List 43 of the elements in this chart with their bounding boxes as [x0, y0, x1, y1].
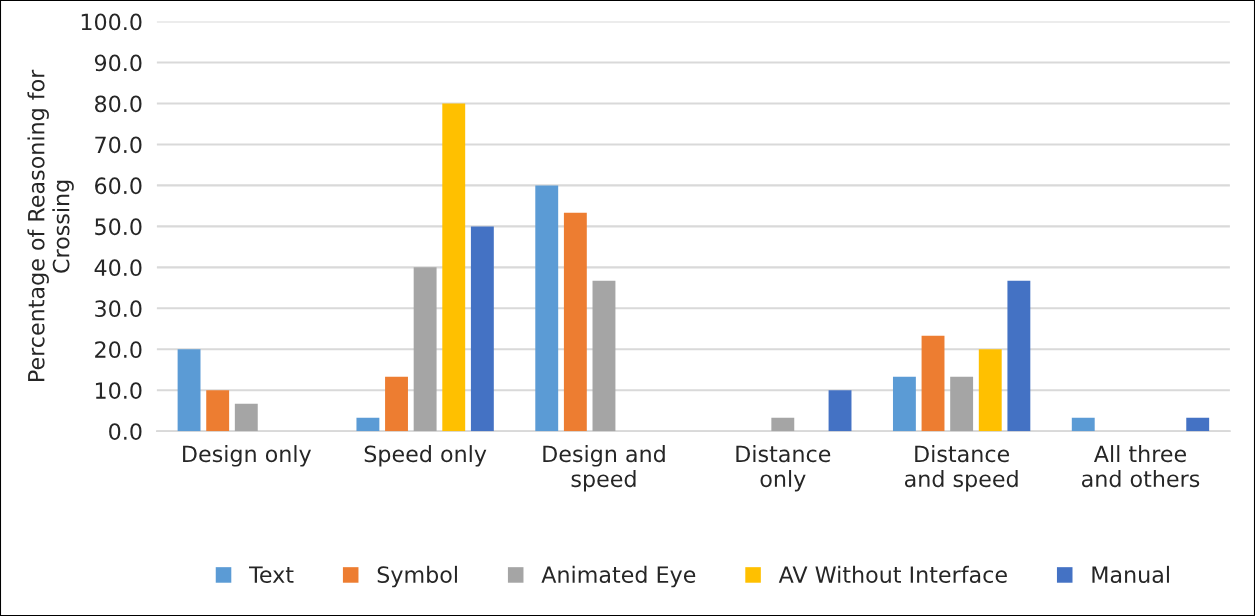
y-tick-label: 20.0 — [95, 341, 142, 359]
bar — [535, 185, 559, 432]
y-tick-label: 40.0 — [94, 259, 142, 277]
bar — [442, 103, 466, 432]
bar — [950, 376, 974, 432]
bar — [1007, 280, 1031, 432]
y-tick-label: 80.0 — [95, 95, 142, 113]
y-tick-label: 0.0 — [109, 423, 142, 440]
legend-label: Manual — [1092, 565, 1169, 584]
legend-label: Text — [249, 566, 294, 584]
bar — [563, 212, 587, 432]
x-tick-label: Distance and speed — [904, 445, 1018, 492]
legend-label: Symbol — [377, 565, 457, 588]
y-tick-label: 90.0 — [94, 54, 142, 72]
x-tick-label: All three and others — [1081, 445, 1200, 488]
bar — [1186, 417, 1210, 432]
y-tick-label: 100.0 — [81, 13, 142, 31]
bar — [921, 335, 945, 432]
bar — [470, 226, 494, 432]
bar — [978, 349, 1002, 432]
x-tick-label: Distance only — [736, 445, 831, 492]
y-tick-label: 50.0 — [95, 218, 142, 236]
x-tick-label: Design and speed — [543, 445, 665, 492]
y-tick-label: 60.0 — [95, 177, 142, 195]
bar — [234, 403, 258, 432]
bar — [892, 376, 916, 432]
bar — [828, 390, 852, 432]
y-tick-label: 10.0 — [95, 382, 142, 399]
x-tick-label: Speed only — [364, 445, 487, 467]
x-tick-label: Design only — [183, 445, 312, 467]
bar — [206, 390, 230, 432]
bar — [177, 349, 201, 432]
bar — [356, 417, 380, 432]
bar — [771, 417, 795, 432]
bar — [592, 280, 616, 432]
bar — [413, 267, 437, 432]
legend-label: AV Without Interface — [778, 565, 1007, 584]
y-tick-label: 30.0 — [95, 300, 142, 318]
y-tick-label: 70.0 — [95, 136, 142, 154]
bar — [1071, 417, 1095, 432]
legend-label: Animated Eye — [541, 565, 696, 588]
bar — [385, 376, 408, 432]
y-axis-title: Percentage of Reasoning for Crossing — [27, 69, 74, 381]
